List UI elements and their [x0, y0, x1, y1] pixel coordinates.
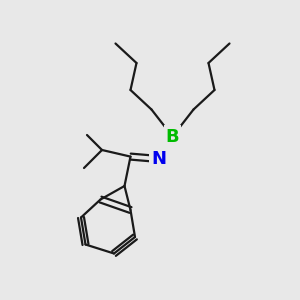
Text: N: N	[152, 150, 166, 168]
Text: B: B	[166, 128, 179, 146]
